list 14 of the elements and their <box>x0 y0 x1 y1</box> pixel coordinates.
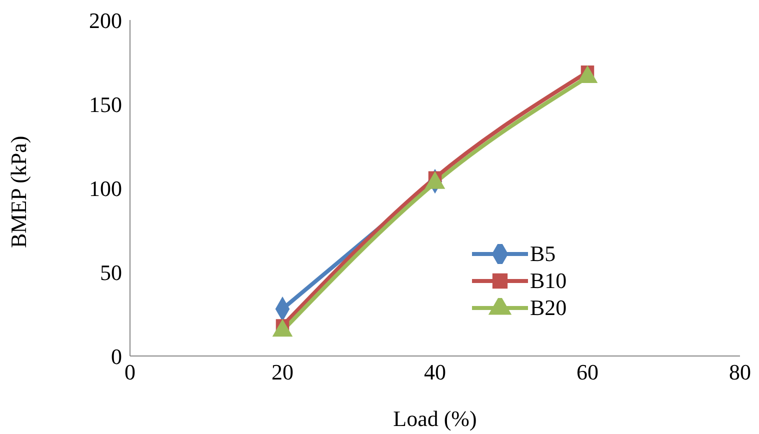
y-tick-label: 100 <box>89 176 122 201</box>
x-axis-title: Load (%) <box>393 406 477 431</box>
x-tick-label: 80 <box>729 360 751 385</box>
x-tick-label: 20 <box>272 360 294 385</box>
legend-label: B20 <box>530 294 567 321</box>
y-tick-label: 200 <box>89 8 122 33</box>
y-tick-label: 0 <box>111 344 122 369</box>
y-tick-label: 50 <box>100 260 122 285</box>
legend-label: B10 <box>530 267 567 294</box>
legend-label: B5 <box>530 240 556 267</box>
x-tick-label: 40 <box>424 360 446 385</box>
y-tick-label: 150 <box>89 92 122 117</box>
y-axis-title: BMEP (kPa) <box>6 136 31 248</box>
x-tick-label: 60 <box>576 360 598 385</box>
